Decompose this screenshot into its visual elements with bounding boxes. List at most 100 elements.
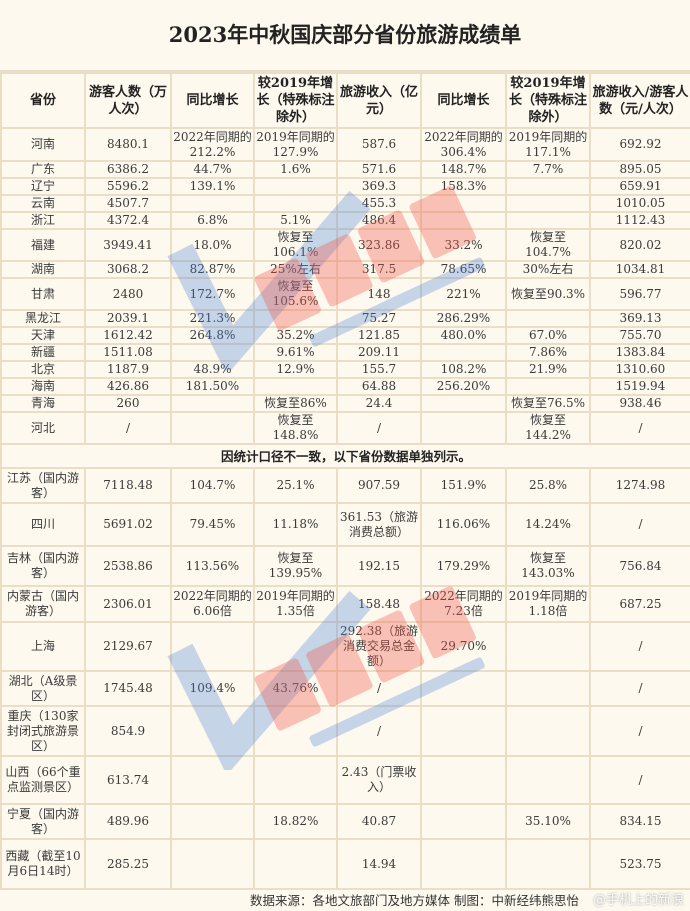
data-cell: 11.18% [253, 502, 338, 547]
data-cell: / [589, 621, 690, 672]
province-cell: 北京 [0, 360, 86, 379]
province-cell: 黑龙江 [0, 309, 86, 328]
data-cell: 820.02 [589, 228, 690, 262]
province-cell: 海南 [0, 377, 86, 396]
province-cell: 青海 [0, 394, 86, 413]
data-cell: 260 [84, 394, 172, 413]
data-cell: 1745.48 [84, 670, 172, 707]
note-text: 因统计口径不一致，以下省份数据单独列示。 [0, 443, 690, 469]
table-row: 湖南 3068.2 82.87% 25%左右 317.5 78.65% 30%左右 1034.… [0, 260, 690, 279]
data-cell: 6386.2 [84, 160, 172, 179]
data-cell: 24.4 [336, 394, 422, 413]
data-cell [505, 309, 591, 328]
data-cell: 2019年同期的1.35倍 [253, 585, 338, 623]
data-cell: 1187.9 [84, 360, 172, 379]
province-cell: 湖北（A级景区） [0, 670, 86, 707]
data-cell: 1010.05 [589, 194, 690, 213]
weibo-watermark: @手机上的新浪 [592, 893, 684, 908]
data-cell: 旅游收入/游客人数（元/人次） [589, 72, 690, 129]
data-cell: 78.65% [420, 260, 507, 279]
data-cell: 317.5 [336, 260, 422, 279]
data-cell: 2019年同期的1.18倍 [505, 585, 591, 623]
table-row: 河南 8480.1 2022年同期的212.2% 2019年同期的127.9% 587.… [0, 127, 690, 162]
data-cell: 2019年同期的117.1% [505, 127, 591, 162]
data-cell: 3068.2 [84, 260, 172, 279]
data-cell [505, 755, 591, 805]
data-cell: 755.70 [589, 326, 690, 345]
data-cell: 7.86% [505, 343, 591, 362]
data-cell: 5596.2 [84, 177, 172, 196]
data-cell: 30%左右 [505, 260, 591, 279]
table-row: 青海 260 恢复至86% 24.4 恢复至76.5% 938.46 [0, 394, 690, 413]
source-footer: 数据来源：各地文旅部门及地方媒体 制图：中新经纬熊思怡 [250, 893, 579, 908]
data-cell: 426.86 [84, 377, 172, 396]
province-cell: 河南 [0, 127, 86, 162]
data-cell: 687.25 [589, 585, 690, 623]
data-cell: 571.6 [336, 160, 422, 179]
data-cell: 21.9% [505, 360, 591, 379]
data-cell: 489.96 [84, 803, 172, 840]
data-cell [420, 194, 507, 213]
data-cell: 109.4% [170, 670, 255, 707]
data-cell [253, 838, 338, 890]
data-cell: 369.13 [589, 309, 690, 328]
data-cell: 264.8% [170, 326, 255, 345]
data-cell: 2022年同期的7.23倍 [420, 585, 507, 623]
data-cell: 2022年同期的306.4% [420, 127, 507, 162]
data-cell: 79.45% [170, 502, 255, 547]
data-cell: 9.61% [253, 343, 338, 362]
data-cell: 4372.4 [84, 211, 172, 230]
data-cell: 209.11 [336, 343, 422, 362]
data-cell: 148.7% [420, 160, 507, 179]
data-cell: 恢复至104.7% [505, 228, 591, 262]
data-cell: 旅游收入（亿元） [336, 72, 422, 129]
data-cell [170, 343, 255, 362]
data-cell: 116.06% [420, 502, 507, 547]
data-cell [253, 194, 338, 213]
data-cell: 104.7% [170, 467, 255, 504]
data-cell [170, 194, 255, 213]
table-row: 西藏（截至10月6日14时） 285.25 14.94 523.75 [0, 838, 690, 890]
data-cell: 恢复至86% [253, 394, 338, 413]
data-cell: / [589, 705, 690, 757]
data-cell: 14.94 [336, 838, 422, 890]
data-cell: 455.3 [336, 194, 422, 213]
data-cell [420, 670, 507, 707]
province-cell: 内蒙古（国内游客） [0, 585, 86, 623]
data-cell: 907.59 [336, 467, 422, 504]
data-cell [253, 377, 338, 396]
table-row: 海南 426.86 181.50% 64.88 256.20% 1519.94 [0, 377, 690, 396]
data-cell: 18.0% [170, 228, 255, 262]
table-row: 辽宁 5596.2 139.1% 369.3 158.3% 659.91 [0, 177, 690, 196]
data-cell: 895.05 [589, 160, 690, 179]
data-cell: 139.1% [170, 177, 255, 196]
data-cell: 较2019年增长（特殊标注除外） [253, 72, 338, 129]
province-cell: 甘肃 [0, 277, 86, 311]
data-cell: 692.92 [589, 127, 690, 162]
data-cell: 113.56% [170, 545, 255, 587]
province-cell: 江苏（国内游客） [0, 467, 86, 504]
data-cell: 523.75 [589, 838, 690, 890]
data-cell: 221.3% [170, 309, 255, 328]
data-cell: 4507.7 [84, 194, 172, 213]
data-cell: 12.9% [253, 360, 338, 379]
province-cell: 浙江 [0, 211, 86, 230]
province-cell: 新疆 [0, 343, 86, 362]
data-cell: 恢复至106.1% [253, 228, 338, 262]
data-cell [253, 177, 338, 196]
data-cell: 7118.48 [84, 467, 172, 504]
table-row: 黑龙江 2039.1 221.3% 75.27 286.29% 369.13 [0, 309, 690, 328]
data-cell: 25.8% [505, 467, 591, 504]
data-cell: 2039.1 [84, 309, 172, 328]
data-cell: 121.85 [336, 326, 422, 345]
table-row: 福建 3949.41 18.0% 恢复至106.1% 323.86 33.2% 恢复至104… [0, 228, 690, 262]
table-row: 云南 4507.7 455.3 1010.05 [0, 194, 690, 213]
data-cell [505, 670, 591, 707]
data-cell: 285.25 [84, 838, 172, 890]
data-cell: 938.46 [589, 394, 690, 413]
data-cell [420, 211, 507, 230]
data-cell: 1112.43 [589, 211, 690, 230]
data-cell: 67.0% [505, 326, 591, 345]
data-cell: 192.15 [336, 545, 422, 587]
table-row: 宁夏（国内游客） 489.96 18.82% 40.87 35.10% 834.15 [0, 803, 690, 840]
